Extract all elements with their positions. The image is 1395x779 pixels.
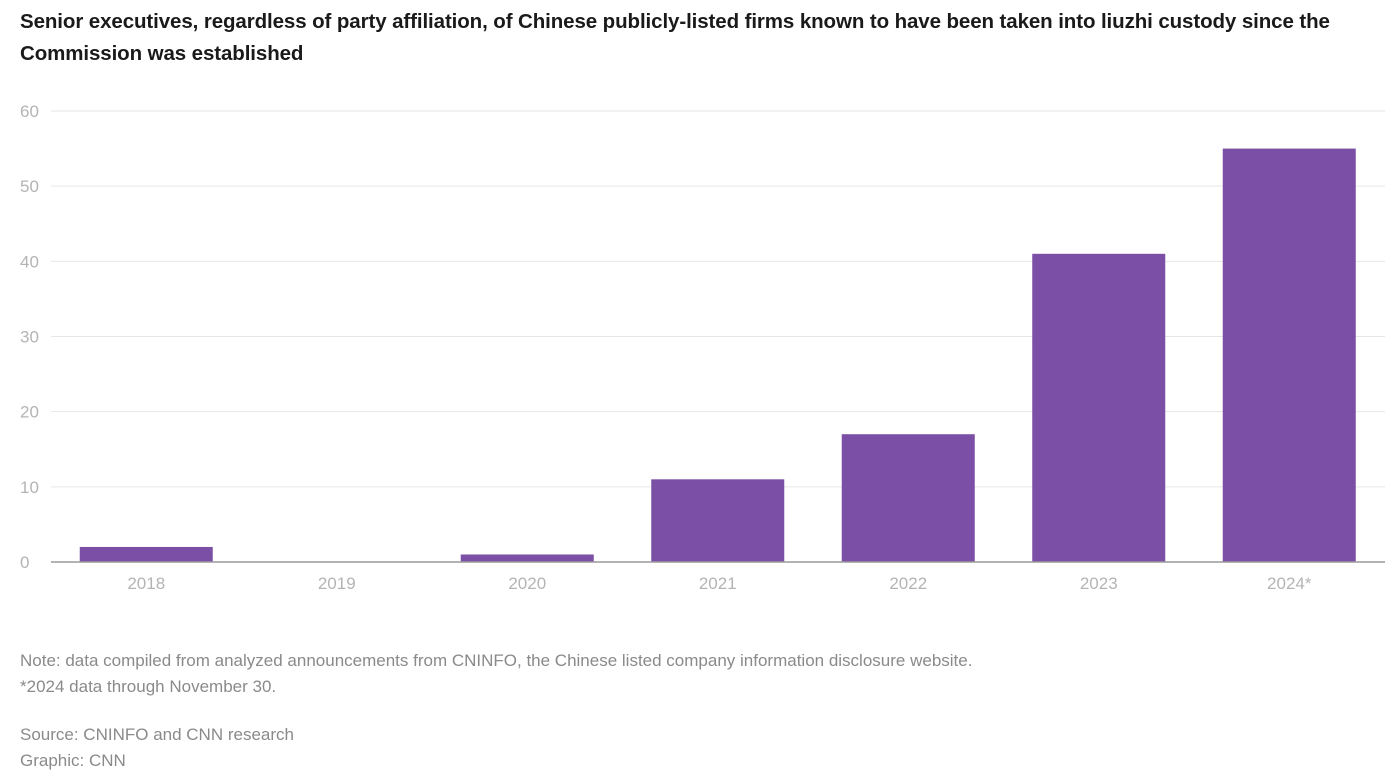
- x-tick-label: 2024*: [1267, 574, 1312, 593]
- note-text: Note: data compiled from analyzed announ…: [20, 651, 973, 670]
- y-tick-label: 50: [20, 177, 39, 196]
- x-tick-label: 2020: [508, 574, 546, 593]
- y-tick-label: 30: [20, 328, 39, 347]
- footnote-text: *2024 data through November 30.: [20, 677, 277, 696]
- notes-spacer: [20, 700, 972, 722]
- x-tick-label: 2021: [699, 574, 737, 593]
- chart-notes: Note: data compiled from analyzed announ…: [20, 648, 972, 774]
- x-axis: 2018 2019 2020 2021 2022 2023 2024*: [51, 561, 1385, 593]
- bar: [1032, 253, 1166, 563]
- bar: [841, 434, 975, 562]
- x-tick-label: 2018: [127, 574, 165, 593]
- chart-title: Senior executives, regardless of party a…: [20, 10, 1330, 65]
- bar: [460, 554, 594, 562]
- y-tick-label: 0: [20, 553, 29, 572]
- x-tick-label: 2022: [889, 574, 927, 593]
- x-tick-label: 2019: [318, 574, 356, 593]
- source-text: Source: CNINFO and CNN research: [20, 725, 294, 744]
- y-tick-label: 60: [20, 102, 39, 121]
- y-tick-label: 40: [20, 252, 39, 271]
- bar: [79, 546, 213, 562]
- x-tick-label: 2023: [1080, 574, 1118, 593]
- y-tick-label: 10: [20, 478, 39, 497]
- graphic-credit: Graphic: CNN: [20, 751, 126, 770]
- bar: [1222, 148, 1356, 563]
- y-tick-label: 20: [20, 403, 39, 422]
- bar-layer: [79, 148, 1356, 563]
- bar: [651, 479, 785, 562]
